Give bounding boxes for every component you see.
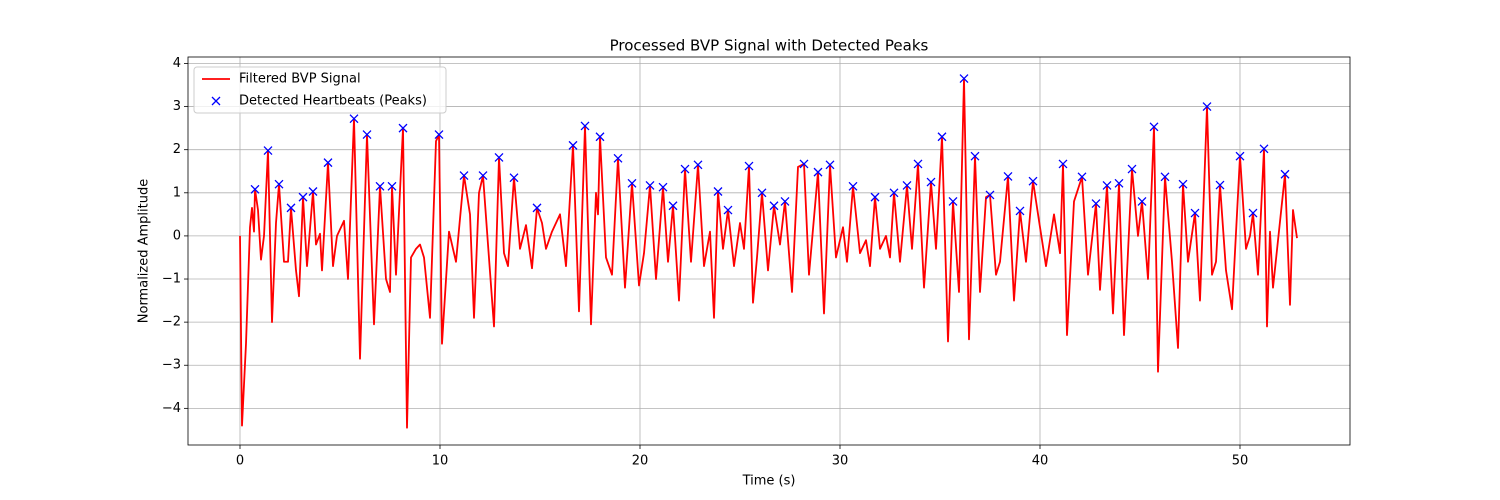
peak-marker: [1280, 169, 1290, 179]
peak-marker: [1058, 159, 1068, 169]
peak-marker: [959, 74, 969, 84]
peak-marker: [926, 177, 936, 187]
peak-marker: [1235, 151, 1245, 161]
y-tick-label: 3: [173, 99, 181, 114]
peak-marker: [1127, 164, 1137, 174]
y-tick-label: −2: [162, 315, 181, 330]
y-tick-label: 4: [173, 56, 181, 71]
x-tick-label: 0: [236, 454, 244, 469]
peak-marker: [308, 187, 318, 196]
x-tick-label: 10: [432, 454, 449, 469]
peak-marker: [580, 121, 590, 131]
peak-marker: [913, 159, 923, 169]
legend-label: Filtered BVP Signal: [239, 72, 361, 87]
peak-marker: [274, 179, 284, 189]
peak-marker: [1003, 171, 1013, 181]
peak-marker: [780, 196, 790, 206]
peak-marker: [1259, 144, 1269, 154]
peak-marker: [889, 188, 899, 198]
peak-marker: [645, 181, 655, 190]
peak-marker: [769, 201, 779, 211]
peak-marker: [1028, 176, 1038, 186]
legend-swatch: [211, 96, 221, 106]
peak-marker: [713, 187, 723, 196]
peak-marker: [613, 153, 623, 163]
peak-marker: [398, 123, 408, 133]
y-axis-label: Normalized Amplitude: [137, 179, 152, 323]
peak-marker: [459, 171, 469, 181]
y-tick-label: 1: [173, 185, 181, 200]
x-axis-label: Time (s): [742, 474, 796, 489]
peak-marker: [250, 184, 260, 194]
peak-marker: [902, 181, 912, 190]
peak-marker: [1160, 172, 1170, 182]
y-tick-label: −1: [162, 272, 181, 287]
peak-marker: [478, 171, 488, 181]
peak-marker: [568, 140, 578, 150]
peak-marker: [937, 132, 947, 142]
peak-marker: [494, 152, 504, 162]
peak-marker: [658, 182, 668, 192]
peak-marker: [970, 151, 980, 161]
signal-line: [239, 77, 1298, 429]
legend: Filtered BVP Signal Detected Heartbeats (…: [193, 66, 447, 114]
peak-marker: [323, 158, 333, 168]
peak-marker: [1114, 178, 1124, 188]
y-tick-label: −4: [162, 401, 181, 416]
peak-marker: [532, 203, 542, 213]
peak-marker: [744, 161, 754, 171]
x-tick-label: 50: [1232, 454, 1249, 469]
peak-marker: [286, 203, 296, 213]
peak-marker: [870, 192, 880, 202]
peak-marker: [680, 164, 690, 174]
peak-marker: [298, 192, 308, 202]
x-tick-label: 30: [832, 454, 849, 469]
peak-marker: [848, 181, 858, 191]
x-tick-label: 20: [632, 454, 649, 469]
peak-marker: [948, 196, 958, 206]
y-tick-label: −3: [162, 358, 181, 373]
peak-marker: [825, 160, 835, 170]
peak-marker: [362, 130, 372, 140]
peak-marker: [509, 173, 519, 183]
peak-marker: [985, 190, 995, 200]
peak-marker: [434, 130, 444, 140]
peak-marker: [595, 132, 605, 142]
x-tick-label: 40: [1032, 454, 1049, 469]
peak-marker: [375, 181, 385, 191]
peak-marker: [1202, 102, 1212, 112]
peak-marker: [1102, 181, 1112, 190]
axes-frame: [187, 56, 1351, 446]
chart-title: Processed BVP Signal with Detected Peaks: [610, 37, 929, 55]
peak-marker: [1190, 208, 1200, 218]
peak-marker: [693, 160, 703, 170]
peak-marker: [1137, 196, 1147, 206]
peak-marker: [1077, 172, 1087, 182]
peak-marker: [799, 159, 809, 169]
peak-marker: [627, 178, 637, 188]
peak-marker: [1248, 208, 1258, 218]
y-tick-label: 2: [173, 142, 181, 157]
legend-box: [193, 66, 447, 114]
peak-marker: [387, 181, 397, 191]
peak-marker: [263, 146, 273, 156]
peak-marker: [757, 188, 767, 198]
legend-label: Detected Heartbeats (Peaks): [239, 94, 427, 109]
peak-marker: [1178, 179, 1188, 189]
plot-area: [239, 74, 1298, 429]
y-tick-label: 0: [173, 228, 181, 243]
peak-marker: [1091, 199, 1101, 209]
peak-marker: [723, 205, 733, 215]
peak-marker: [349, 114, 359, 124]
peak-marker: [813, 167, 823, 177]
peak-marker: [1215, 180, 1225, 190]
peak-marker: [1015, 206, 1025, 216]
peak-marker: [668, 201, 678, 211]
peak-marker: [1149, 122, 1159, 132]
